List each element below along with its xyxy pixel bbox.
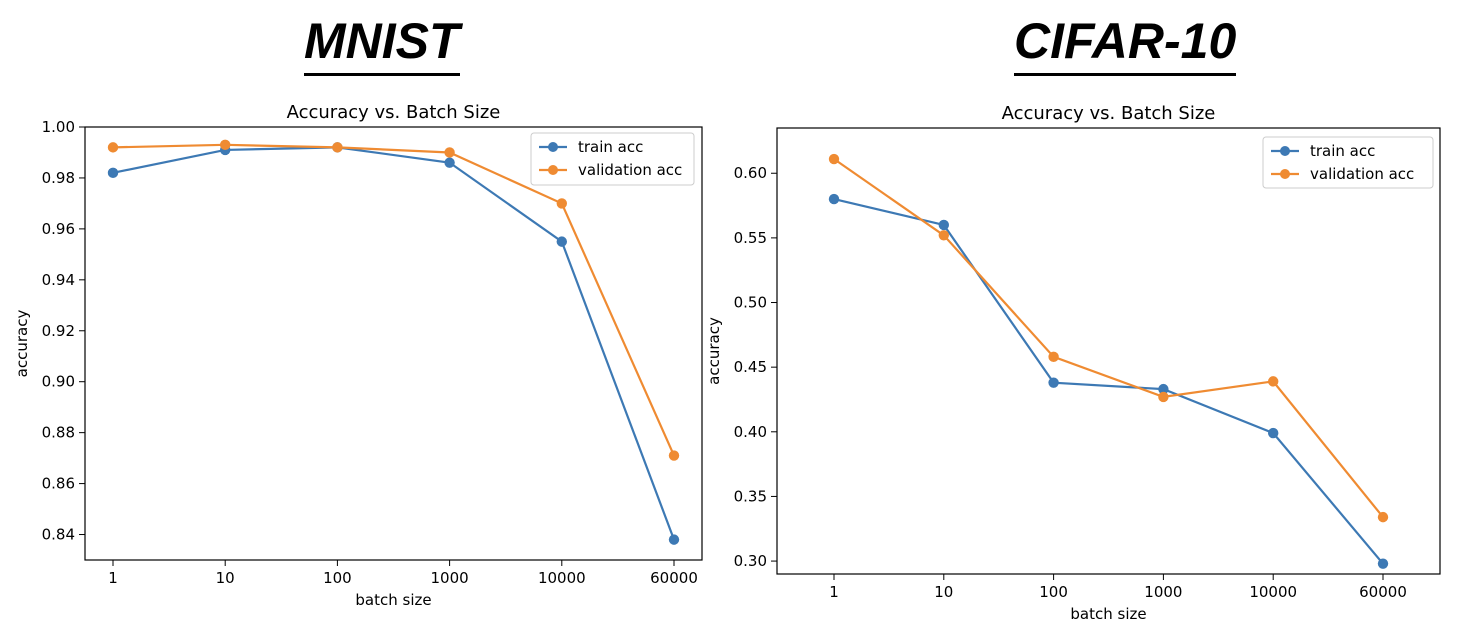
cifar-legend-validation-marker bbox=[1280, 169, 1290, 179]
cifar-validation-line bbox=[833, 158, 1384, 518]
mnist-train-line bbox=[112, 146, 676, 541]
cifar-legend-box bbox=[1262, 136, 1434, 189]
cifar-validation-point bbox=[1048, 351, 1059, 363]
cifar-train-point bbox=[938, 219, 949, 231]
mnist-legend-validation-label: validation acc bbox=[578, 161, 682, 179]
mnist-plot-frame bbox=[84, 126, 703, 561]
mnist-legend-box bbox=[530, 132, 695, 186]
mnist-y-tick-label: 0.84 bbox=[42, 526, 75, 544]
mnist-y-tick-label: 0.90 bbox=[42, 373, 75, 391]
mnist-validation-point bbox=[332, 142, 343, 153]
cifar-y-tick-label: 0.45 bbox=[734, 358, 767, 376]
cifar-y-tick-label: 0.55 bbox=[734, 229, 767, 247]
mnist-validation-point bbox=[668, 450, 680, 461]
mnist-validation-point bbox=[556, 198, 567, 209]
cifar-validation-point bbox=[1377, 511, 1389, 523]
cifar-y-tick-label: 0.30 bbox=[734, 552, 767, 570]
cifar-validation-point bbox=[828, 153, 840, 165]
mnist-x-tick-label: 10 bbox=[216, 569, 235, 587]
mnist-legend-validation-marker bbox=[548, 165, 558, 175]
cifar-validation-point bbox=[1268, 376, 1279, 387]
cifar-heading-underline bbox=[1014, 73, 1237, 76]
cifar-x-tick-label: 1 bbox=[829, 583, 839, 601]
cifar-x-tick-label: 60000 bbox=[1359, 583, 1407, 601]
mnist-y-tick-label: 1.00 bbox=[42, 118, 75, 136]
mnist-chart-title: Accuracy vs. Batch Size bbox=[287, 102, 501, 123]
cifar-plot-frame bbox=[776, 127, 1441, 575]
cifar-y-tick-label: 0.60 bbox=[734, 164, 767, 182]
mnist-y-tick-label: 0.96 bbox=[42, 220, 75, 238]
mnist-x-tick-label: 1000 bbox=[431, 569, 469, 587]
mnist-train-point bbox=[668, 534, 680, 545]
mnist-y-tick-label: 0.86 bbox=[42, 475, 75, 493]
mnist-y-tick-label: 0.92 bbox=[42, 322, 75, 340]
cifar-validation-point bbox=[938, 230, 949, 241]
mnist-train-point bbox=[556, 236, 567, 247]
cifar-train-point bbox=[1048, 377, 1059, 388]
mnist-validation-line bbox=[112, 143, 676, 457]
mnist-heading: MNIST bbox=[304, 10, 460, 76]
cifar-y-tick-label: 0.35 bbox=[734, 487, 767, 505]
cifar-legend-train-marker bbox=[1280, 146, 1290, 156]
cifar-x-tick-label: 100 bbox=[1039, 583, 1068, 601]
mnist-x-tick-label: 60000 bbox=[650, 569, 698, 587]
mnist-heading-underline bbox=[304, 73, 460, 76]
mnist-x-axis-label: batch size bbox=[355, 591, 431, 609]
mnist-train-point bbox=[444, 157, 455, 168]
cifar-train-line bbox=[833, 198, 1384, 565]
mnist-legend-train-marker bbox=[548, 142, 558, 152]
cifar-chart-title: Accuracy vs. Batch Size bbox=[1002, 103, 1216, 124]
cifar-train-point bbox=[1377, 558, 1389, 569]
mnist-legend-train-label: train acc bbox=[578, 138, 643, 156]
mnist-y-tick-label: 0.98 bbox=[42, 169, 75, 187]
cifar-legend-validation-label: validation acc bbox=[1310, 165, 1414, 183]
mnist-validation-point bbox=[107, 142, 119, 153]
cifar-x-axis-label: batch size bbox=[1070, 605, 1146, 623]
cifar-heading: CIFAR-10 bbox=[1014, 10, 1237, 76]
mnist-x-tick-label: 10000 bbox=[538, 569, 586, 587]
cifar-train-point bbox=[1158, 383, 1169, 395]
mnist-train-point bbox=[107, 167, 119, 179]
mnist-x-tick-label: 100 bbox=[323, 569, 352, 587]
cifar-y-axis-label: accuracy bbox=[705, 317, 723, 385]
cifar-y-tick-label: 0.50 bbox=[734, 294, 767, 312]
mnist-y-tick-label: 0.88 bbox=[42, 424, 75, 442]
mnist-x-tick-label: 1 bbox=[108, 569, 118, 587]
mnist-validation-point bbox=[444, 147, 455, 158]
mnist-y-axis-label: accuracy bbox=[13, 310, 31, 378]
mnist-validation-point bbox=[220, 139, 231, 151]
cifar-x-tick-label: 10 bbox=[934, 583, 953, 601]
cifar-legend-train-label: train acc bbox=[1310, 142, 1375, 160]
cifar-x-tick-label: 10000 bbox=[1249, 583, 1297, 601]
cifar-validation-point bbox=[1158, 391, 1169, 403]
cifar-train-point bbox=[1268, 427, 1279, 439]
cifar-x-tick-label: 1000 bbox=[1144, 583, 1182, 601]
cifar-train-point bbox=[828, 193, 840, 205]
cifar-y-tick-label: 0.40 bbox=[734, 423, 767, 441]
mnist-y-tick-label: 0.94 bbox=[42, 271, 75, 289]
